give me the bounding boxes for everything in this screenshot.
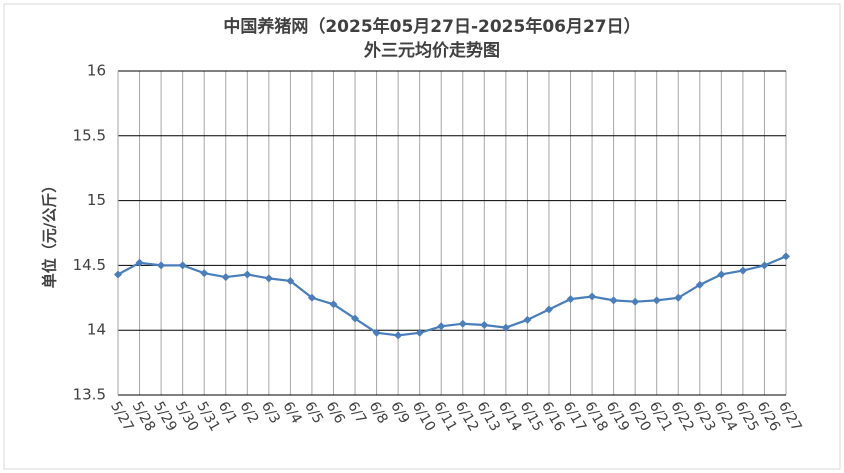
- data-point: [609, 296, 618, 305]
- data-point: [760, 261, 769, 270]
- data-point: [200, 269, 209, 278]
- chart-border: [3, 3, 841, 470]
- data-point: [264, 274, 273, 283]
- y-tick-label: 15.5: [73, 126, 106, 144]
- data-point: [652, 296, 661, 305]
- y-tick-label: 14.5: [73, 256, 106, 274]
- data-point: [178, 261, 187, 270]
- data-point: [480, 321, 489, 330]
- data-point: [588, 292, 597, 301]
- chart-subtitle: 外三元均价走势图: [364, 40, 500, 61]
- data-point: [782, 252, 790, 261]
- data-point: [437, 322, 446, 331]
- data-point: [243, 270, 252, 279]
- data-point: [738, 266, 747, 275]
- data-point: [157, 261, 166, 270]
- data-point: [523, 315, 532, 324]
- data-point: [307, 293, 316, 302]
- data-point: [221, 273, 230, 282]
- y-axis-label: 单位（元/公斤）: [41, 178, 59, 288]
- series-line: [117, 255, 787, 337]
- y-tick-label: 14: [87, 321, 106, 339]
- chart-title: 中国养猪网（2025年05月27日-2025年06月27日）: [223, 16, 640, 37]
- data-point: [631, 297, 640, 306]
- y-tick-label: 13.5: [73, 386, 106, 404]
- data-point: [501, 323, 510, 332]
- y-tick-label: 15: [87, 191, 106, 209]
- data-point: [329, 300, 338, 309]
- data-point: [135, 258, 144, 267]
- data-point: [114, 270, 122, 279]
- data-point: [695, 280, 704, 289]
- data-point: [458, 319, 467, 328]
- data-point: [415, 328, 424, 337]
- data-point: [717, 270, 726, 279]
- data-point: [372, 328, 381, 337]
- y-tick-label: 16: [87, 62, 106, 80]
- data-point: [566, 295, 575, 304]
- data-point: [394, 331, 403, 340]
- data-point: [674, 293, 683, 302]
- data-point: [351, 314, 360, 323]
- data-point: [544, 305, 553, 314]
- data-point: [286, 276, 295, 285]
